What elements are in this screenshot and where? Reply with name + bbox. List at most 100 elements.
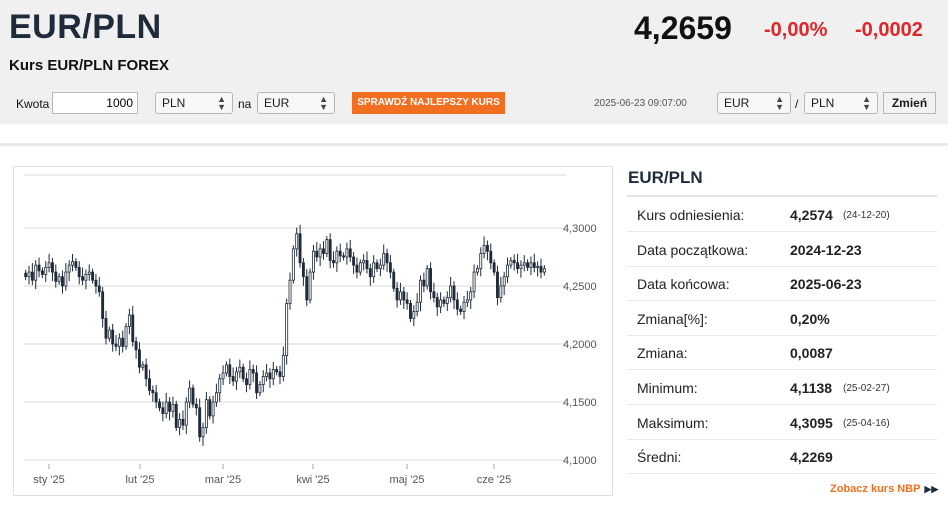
candle-body (459, 308, 463, 312)
candle-body (144, 364, 148, 380)
best-rate-button[interactable]: SPRAWDŹ NAJLEPSZY KURS (352, 92, 505, 114)
candle-body (81, 276, 84, 281)
candle-body (486, 245, 489, 252)
candle-body (462, 301, 466, 312)
stats-row-value: 2024-12-23 (790, 241, 862, 258)
candle-body (285, 302, 289, 356)
candle-body (482, 245, 486, 254)
candle-body (191, 387, 195, 405)
candle-body (322, 248, 325, 254)
stats-row: Średni: 4,2269 (627, 439, 937, 475)
candle-body (442, 299, 446, 304)
candle-body (51, 262, 54, 273)
stats-row-value: 0,0087 (790, 345, 833, 362)
to-currency-select[interactable]: EUR ▲ ▼ (257, 92, 335, 114)
candle-body (355, 264, 359, 273)
change-absolute: -0,0002 (855, 19, 923, 41)
x-tick-label: maj '25 (389, 474, 424, 486)
stats-row: Maksimum: 4,3095 (25-04-16) (627, 405, 937, 440)
candle-body (218, 378, 222, 394)
candle-body (201, 427, 205, 438)
candle-body (208, 399, 212, 417)
candle-body (539, 265, 543, 273)
stats-row-value: 4,2269 (790, 449, 833, 466)
amount-input[interactable] (52, 92, 138, 114)
stats-row-date: (25-04-16) (843, 417, 890, 429)
candle-body (117, 337, 121, 347)
candle-body (301, 262, 305, 278)
candle-body (532, 262, 536, 268)
candle-body (241, 366, 245, 380)
x-tick-label: mar '25 (205, 474, 241, 486)
candle-body (425, 268, 429, 287)
stats-row: Data początkowa: 2024-12-23 (627, 232, 937, 267)
select-arrows-icon: ▲ ▼ (217, 94, 226, 112)
change-pair-button[interactable]: Zmień (883, 92, 936, 114)
price-chart[interactable]: 4,3000 4,2500 4,2000 4,1500 4,1000 sty '25 lut… (13, 166, 613, 496)
candle-body (445, 297, 449, 304)
candle-body (194, 403, 198, 409)
candle-body (84, 274, 88, 281)
nbp-link-label: Zobacz kurs NBP (830, 483, 921, 495)
candle-body (138, 349, 141, 368)
stats-row-label: Data początkowa: (637, 241, 749, 258)
nbp-rate-link[interactable]: Zobacz kurs NBP ▶▶ (830, 483, 938, 495)
candle-body (469, 291, 473, 301)
candle-body (402, 291, 406, 301)
candle-body (251, 369, 255, 374)
candle-body (522, 262, 526, 266)
candle-body (214, 392, 218, 403)
candle-body (184, 401, 188, 426)
candle-body (499, 285, 503, 298)
candle-body (288, 279, 292, 304)
base-currency-select[interactable]: EUR ▲ ▼ (717, 92, 791, 114)
candle-body (492, 262, 496, 273)
candle-body (171, 403, 175, 412)
candle-body (54, 271, 58, 282)
candle-body (64, 271, 68, 287)
stats-row-date: (24-12-20) (843, 210, 890, 221)
change-percent: -0,00% (764, 19, 828, 41)
candle-body (325, 239, 329, 254)
candle-body (388, 262, 392, 273)
candle-body (291, 248, 295, 281)
candle-body (181, 418, 185, 426)
x-tick-label: cze '25 (477, 474, 512, 486)
x-tick-label: lut '25 (125, 474, 154, 486)
stats-row-label: Maksimum: (637, 414, 709, 431)
candle-body (30, 271, 34, 281)
page-title: EUR/PLN (9, 8, 162, 46)
stats-row-label: Data końcowa: (637, 276, 730, 293)
candle-body (44, 267, 48, 275)
stats-row-value: 0,20% (790, 310, 830, 327)
candle-body (74, 261, 78, 268)
candle-body (268, 372, 272, 380)
candle-body (338, 250, 342, 257)
stats-row-value: 4,1138 (790, 380, 833, 396)
converter-toolbar: Kwota PLN ▲▼ na EUR ▲▼ SPRAWDŹ NAJLEPSZY… (0, 88, 948, 118)
stats-row: Zmiana: 0,0087 (627, 335, 937, 371)
from-currency-select[interactable]: PLN ▲ ▼ (155, 92, 233, 114)
candle-body (255, 372, 258, 394)
candle-body (238, 366, 242, 373)
candle-body (342, 255, 345, 258)
candle-body (298, 233, 302, 264)
page-subtitle: Kurs EUR/PLN FOREX (9, 57, 170, 74)
candle-body (67, 264, 71, 273)
candlestick-chart-svg: 4,3000 4,2500 4,2000 4,1500 4,1000 sty '25 lut… (24, 174, 597, 486)
candle-body (278, 371, 282, 377)
candle-body (174, 403, 178, 428)
y-tick-label: 4,1500 (563, 397, 597, 409)
candle-body (27, 271, 31, 278)
candle-body (452, 285, 456, 301)
amount-label: Kwota (16, 97, 50, 111)
candle-body (378, 264, 382, 270)
select-arrows-icon: ▲ ▼ (862, 94, 871, 112)
candle-body (275, 369, 279, 373)
x-tick-label: sty '25 (33, 474, 64, 486)
candle-body (345, 248, 349, 258)
quote-currency-select[interactable]: PLN ▲ ▼ (804, 92, 878, 114)
x-tick-label: kwi '25 (296, 474, 329, 486)
candle-body (134, 341, 138, 351)
candle-body (231, 376, 235, 382)
